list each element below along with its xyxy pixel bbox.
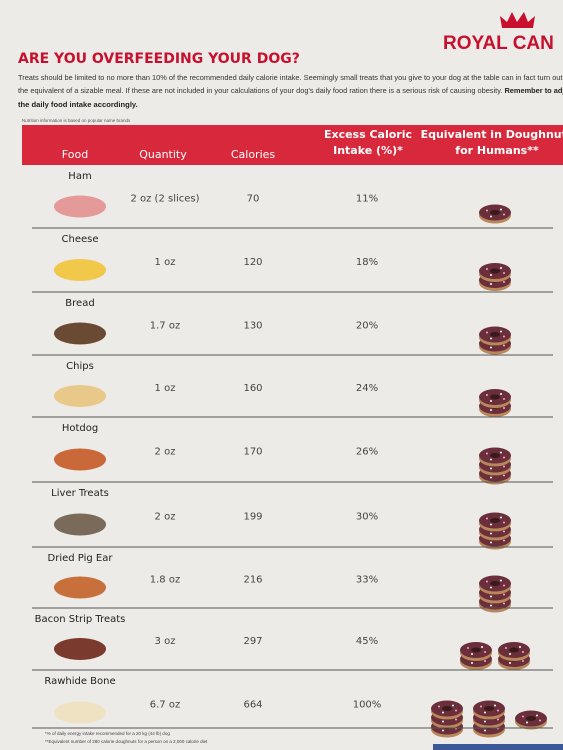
food-image bbox=[54, 385, 106, 407]
header-bar bbox=[22, 125, 563, 165]
doughnut bbox=[479, 326, 511, 346]
food-name: Chips bbox=[66, 361, 94, 372]
cell: 120 bbox=[243, 257, 262, 268]
doughnut bbox=[479, 204, 511, 224]
intro-text: the equivalent of a sizable meal. If the… bbox=[18, 86, 502, 95]
cell: 199 bbox=[243, 512, 262, 523]
food-name: Bacon Strip Treats bbox=[35, 614, 126, 625]
doughnut bbox=[479, 447, 511, 467]
cell: 2 oz bbox=[155, 447, 176, 458]
column-header: Calories bbox=[231, 148, 276, 161]
footer-icons bbox=[433, 744, 563, 750]
doughnut bbox=[515, 710, 547, 730]
cell: 1 oz bbox=[155, 383, 176, 394]
cell: 160 bbox=[243, 383, 262, 394]
intro-line: Treats should be limited to no more than… bbox=[18, 73, 563, 82]
title: ARE YOU OVERFEEDING YOUR DOG? bbox=[18, 51, 300, 67]
doughnut bbox=[479, 263, 511, 282]
food-image bbox=[54, 195, 106, 218]
intro-line: the equivalent of a sizable meal. If the… bbox=[18, 86, 563, 95]
food-image bbox=[54, 701, 106, 724]
cell: 216 bbox=[243, 575, 262, 586]
footnote: **Equivalent number of 280 calorie dough… bbox=[45, 739, 208, 744]
column-header: Equivalent in Doughnuts for Humans** bbox=[421, 128, 563, 157]
cell: 45% bbox=[356, 636, 378, 647]
note: Nutrition information is based on popula… bbox=[22, 118, 131, 123]
cell: 2 oz bbox=[155, 512, 176, 523]
doughnut bbox=[479, 512, 511, 532]
doughnut bbox=[498, 642, 530, 661]
doughnut bbox=[431, 700, 463, 720]
cell: 664 bbox=[243, 700, 262, 711]
column-header: Quantity bbox=[139, 148, 187, 161]
cell: 1.7 oz bbox=[150, 321, 180, 332]
doughnut bbox=[473, 700, 505, 720]
intro-line: the daily food intake accordingly. bbox=[18, 100, 138, 109]
cell: 33% bbox=[356, 575, 378, 586]
food-image bbox=[54, 513, 106, 536]
doughnut bbox=[460, 642, 492, 661]
cell: 3 oz bbox=[155, 636, 176, 647]
food-image bbox=[54, 259, 106, 281]
food-name: Ham bbox=[68, 171, 91, 182]
cell: 26% bbox=[356, 447, 378, 458]
crown bbox=[500, 12, 535, 28]
food-name: Rawhide Bone bbox=[44, 676, 115, 687]
food-name: Cheese bbox=[62, 234, 99, 245]
cell: 1 oz bbox=[155, 257, 176, 268]
food-image bbox=[54, 576, 106, 599]
intro-emphasis: Remember to adj bbox=[504, 86, 563, 95]
food-name: Hotdog bbox=[62, 423, 98, 434]
cell: 18% bbox=[356, 257, 378, 268]
food-name: Dried Pig Ear bbox=[48, 553, 114, 564]
cell: 20% bbox=[356, 321, 378, 332]
column-header: Food bbox=[62, 148, 88, 161]
cell: 1.8 oz bbox=[150, 575, 180, 586]
header-line: for Humans** bbox=[455, 144, 539, 157]
header-line: Excess Caloric bbox=[324, 128, 412, 141]
footnote: *% of daily energy intake recommended fo… bbox=[45, 731, 170, 736]
table: Food Quantity Calories Excess Caloric Intake… bbox=[32, 128, 563, 738]
header-line: Intake (%)* bbox=[333, 144, 403, 157]
brand: ROYAL CAN bbox=[443, 33, 554, 54]
cell: 6.7 oz bbox=[150, 700, 180, 711]
cell: 24% bbox=[356, 383, 378, 394]
cell: 70 bbox=[247, 194, 260, 205]
cell: 130 bbox=[243, 321, 262, 332]
header-line: Equivalent in Doughnuts bbox=[421, 128, 563, 141]
cell: 2 oz (2 slices) bbox=[130, 194, 199, 205]
food-name: Liver Treats bbox=[51, 488, 109, 499]
doughnut bbox=[479, 389, 511, 408]
food-image bbox=[54, 322, 106, 345]
cell: 30% bbox=[356, 512, 378, 523]
cell: 170 bbox=[243, 447, 262, 458]
cell: 11% bbox=[356, 194, 378, 205]
food-image bbox=[54, 448, 106, 471]
column-header: Excess Caloric Intake (%)* bbox=[324, 128, 412, 157]
doughnut bbox=[479, 575, 511, 595]
food-image bbox=[54, 638, 106, 660]
cell: 100% bbox=[353, 700, 382, 711]
cell: 297 bbox=[243, 636, 262, 647]
food-name: Bread bbox=[65, 298, 94, 309]
